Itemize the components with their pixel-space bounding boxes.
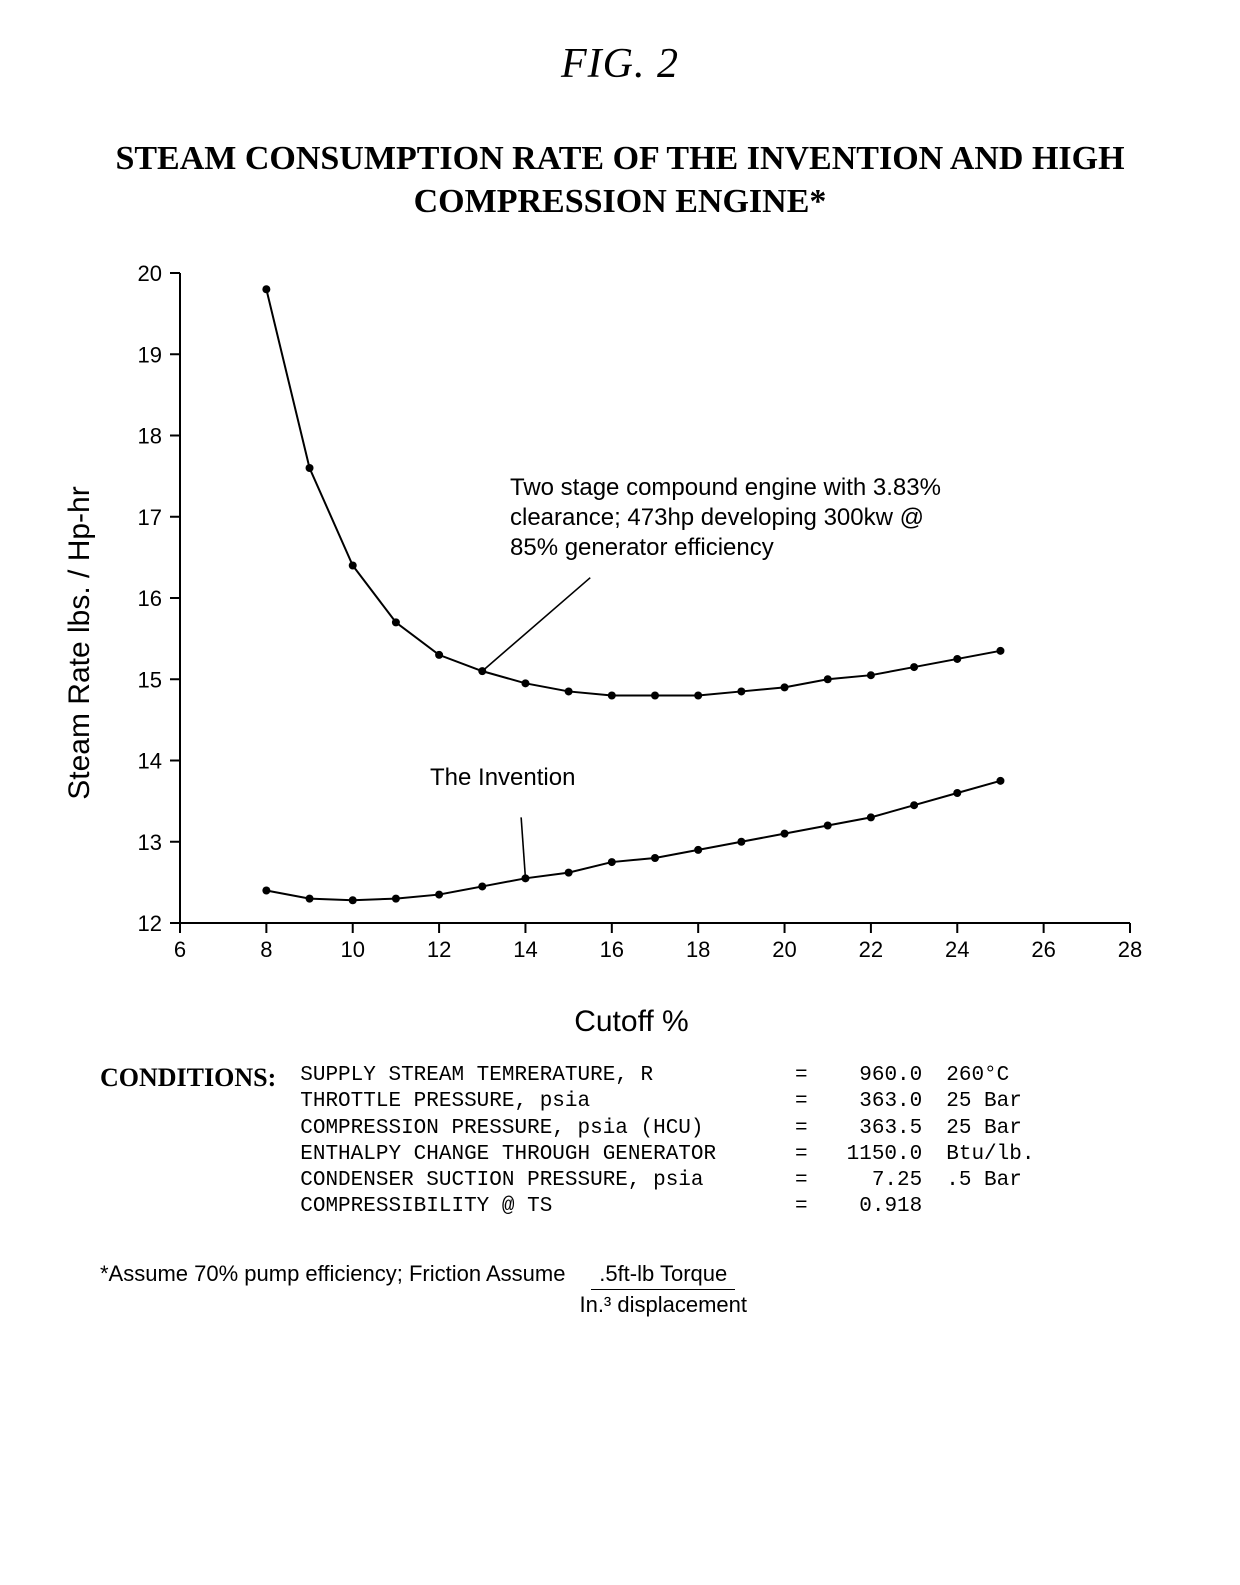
condition-value: 1150.0 bbox=[822, 1142, 922, 1168]
svg-text:14: 14 bbox=[138, 749, 162, 774]
svg-text:12: 12 bbox=[138, 911, 162, 936]
svg-text:24: 24 bbox=[945, 937, 969, 962]
condition-label: CONDENSER SUCTION PRESSURE, psia bbox=[300, 1168, 780, 1194]
y-axis-label: Steam Rate lbs. / Hp-hr bbox=[63, 486, 97, 799]
condition-label: ENTHALPY CHANGE THROUGH GENERATOR bbox=[300, 1142, 780, 1168]
condition-equals: = bbox=[786, 1089, 816, 1115]
condition-label: COMPRESSIBILITY @ TS bbox=[300, 1194, 780, 1220]
condition-label: THROTTLE PRESSURE, psia bbox=[300, 1089, 780, 1115]
condition-equals: = bbox=[786, 1194, 816, 1220]
svg-text:17: 17 bbox=[138, 505, 162, 530]
svg-text:16: 16 bbox=[138, 586, 162, 611]
svg-text:15: 15 bbox=[138, 667, 162, 692]
condition-value: 960.0 bbox=[822, 1063, 922, 1089]
figure-label: FIG. 2 bbox=[60, 40, 1180, 88]
condition-label: SUPPLY STREAM TEMRERATURE, R bbox=[300, 1063, 780, 1089]
fraction-numerator: .5ft-lb Torque bbox=[591, 1261, 735, 1290]
condition-value: 363.0 bbox=[822, 1089, 922, 1115]
condition-unit: 25 Bar bbox=[928, 1116, 1048, 1142]
svg-text:22: 22 bbox=[859, 937, 883, 962]
condition-unit bbox=[928, 1194, 1048, 1220]
condition-value: 7.25 bbox=[822, 1168, 922, 1194]
condition-unit: .5 Bar bbox=[928, 1168, 1048, 1194]
conditions-heading: CONDITIONS: bbox=[100, 1063, 276, 1093]
condition-equals: = bbox=[786, 1116, 816, 1142]
svg-text:19: 19 bbox=[138, 342, 162, 367]
chart-title: STEAM CONSUMPTION RATE OF THE INVENTION … bbox=[110, 138, 1130, 223]
condition-unit: 25 Bar bbox=[928, 1089, 1048, 1115]
condition-unit: 260°C bbox=[928, 1063, 1048, 1089]
svg-text:18: 18 bbox=[138, 424, 162, 449]
svg-text:18: 18 bbox=[686, 937, 710, 962]
svg-text:16: 16 bbox=[600, 937, 624, 962]
svg-text:28: 28 bbox=[1118, 937, 1142, 962]
chart-container: Steam Rate lbs. / Hp-hr 1213141516171819… bbox=[90, 253, 1150, 1033]
footnote: *Assume 70% pump efficiency; Friction As… bbox=[100, 1261, 1140, 1319]
svg-text:20: 20 bbox=[772, 937, 796, 962]
svg-text:10: 10 bbox=[340, 937, 364, 962]
condition-equals: = bbox=[786, 1142, 816, 1168]
condition-unit: Btu/lb. bbox=[928, 1142, 1048, 1168]
conditions-table: SUPPLY STREAM TEMRERATURE, R=960.0260°CT… bbox=[300, 1063, 1048, 1221]
svg-text:8: 8 bbox=[260, 937, 272, 962]
footnote-prefix: *Assume 70% pump efficiency; Friction As… bbox=[100, 1261, 565, 1287]
x-axis-label: Cutoff % bbox=[574, 1005, 689, 1039]
annotation-invention: The Invention bbox=[430, 763, 575, 793]
svg-text:20: 20 bbox=[138, 261, 162, 286]
svg-text:6: 6 bbox=[174, 937, 186, 962]
fraction-denominator: In.³ displacement bbox=[579, 1290, 747, 1318]
chart-svg: 12 13 14 15 16 17 18 19 20 6 8 10 12 14 16 18 20 22 24 26 28 bbox=[90, 253, 1150, 993]
condition-equals: = bbox=[786, 1063, 816, 1089]
conditions-block: CONDITIONS: SUPPLY STREAM TEMRERATURE, R… bbox=[100, 1063, 1140, 1221]
condition-value: 0.918 bbox=[822, 1194, 922, 1220]
svg-text:13: 13 bbox=[138, 830, 162, 855]
svg-text:26: 26 bbox=[1031, 937, 1055, 962]
condition-value: 363.5 bbox=[822, 1116, 922, 1142]
svg-text:14: 14 bbox=[513, 937, 537, 962]
footnote-fraction: .5ft-lb Torque In.³ displacement bbox=[579, 1261, 747, 1319]
condition-equals: = bbox=[786, 1168, 816, 1194]
condition-label: COMPRESSION PRESSURE, psia (HCU) bbox=[300, 1116, 780, 1142]
svg-text:12: 12 bbox=[427, 937, 451, 962]
annotation-compound: Two stage compound engine with 3.83% cle… bbox=[510, 473, 970, 563]
